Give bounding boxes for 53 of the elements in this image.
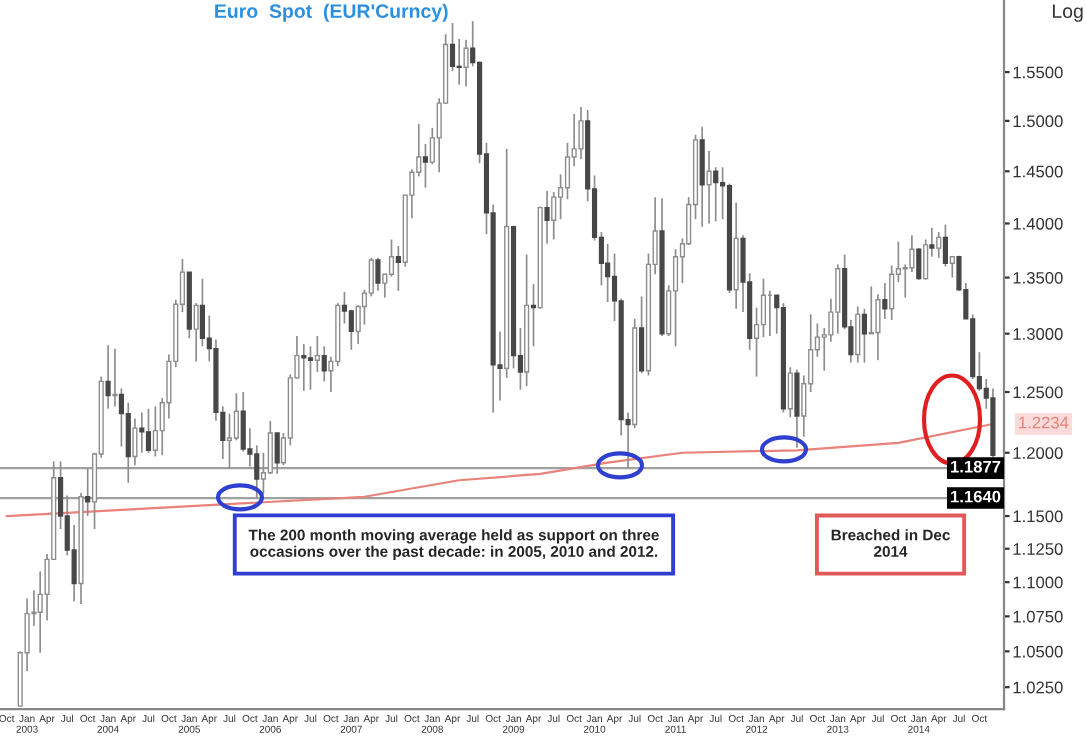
y-tick-label: 1.0500 [1013, 645, 1063, 658]
y-tick-label: 1.3500 [1013, 271, 1063, 284]
candlestick [388, 238, 395, 278]
candlestick [936, 231, 942, 259]
y-tick-label: 1.4500 [1013, 165, 1063, 178]
y-tick-label: 1.0250 [1013, 681, 1063, 694]
ref-line-label: 1.1877 [951, 460, 1001, 473]
y-tick-label: 1.4000 [1013, 217, 1063, 230]
candlestick [125, 401, 131, 484]
y-tick-label: 1.5000 [1013, 115, 1063, 128]
y-tick-label: 1.2500 [1013, 386, 1063, 399]
candlestick [375, 257, 381, 292]
candlestick [132, 417, 138, 467]
candlestick [274, 432, 280, 475]
candlestick [112, 347, 118, 408]
candlestick [578, 106, 584, 160]
candlestick [314, 335, 320, 373]
candlestick [787, 366, 793, 419]
candlestick [145, 407, 152, 454]
candlestick [233, 392, 239, 442]
candlestick [551, 191, 557, 241]
y-tick-label: 1.5500 [1013, 66, 1063, 79]
y-tick-label: 1.0750 [1013, 610, 1063, 623]
candlestick [889, 264, 895, 321]
candlestick [855, 305, 861, 364]
candlestick [193, 302, 199, 363]
candlestick [672, 248, 679, 348]
candlestick [348, 309, 354, 351]
y-tick-label: 1.3000 [1013, 328, 1063, 340]
chart-title: Euro Spot (EUR'Curncy) [215, 3, 448, 22]
candlestick [713, 166, 719, 223]
candlestick [706, 150, 712, 225]
candlestick [152, 405, 158, 458]
candlestick [835, 263, 841, 335]
candlestick [267, 420, 273, 475]
candlestick [301, 343, 307, 392]
ref-line-label: 1.1640 [951, 490, 1001, 503]
y-tick-label: 1.1250 [1013, 543, 1063, 555]
candlestick [760, 277, 767, 338]
y-tick-label: 1.1000 [1013, 576, 1063, 589]
candlestick [226, 412, 233, 470]
candlestick [794, 368, 800, 449]
annotation: 1.2234 [1019, 416, 1069, 429]
candlestick [699, 125, 705, 228]
y-tick-label: 1.2000 [1013, 447, 1063, 459]
text: Log [1052, 4, 1083, 22]
candlestick [942, 223, 948, 268]
candlestick [456, 38, 462, 86]
candlestick [422, 143, 429, 189]
candlestick [139, 411, 145, 454]
y-tick-label: 1.1500 [1013, 510, 1063, 523]
candlestick [949, 255, 955, 279]
candlestick [307, 345, 314, 391]
